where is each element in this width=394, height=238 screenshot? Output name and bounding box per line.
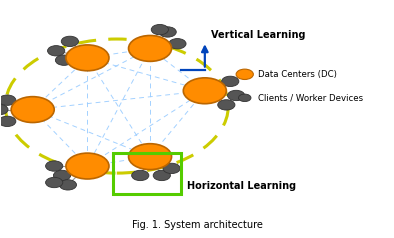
Circle shape (0, 95, 16, 105)
Circle shape (0, 116, 16, 127)
Circle shape (238, 94, 251, 102)
Circle shape (227, 90, 245, 101)
Circle shape (59, 180, 76, 190)
Circle shape (48, 46, 65, 56)
Bar (113, 153, 181, 194)
Circle shape (132, 170, 149, 181)
Text: Clients / Worker Devices: Clients / Worker Devices (258, 93, 363, 102)
Circle shape (151, 25, 169, 35)
Circle shape (183, 78, 226, 104)
Circle shape (159, 27, 176, 37)
Circle shape (61, 36, 78, 47)
Circle shape (46, 161, 63, 171)
Circle shape (236, 69, 253, 79)
Text: Horizontal Learning: Horizontal Learning (187, 181, 296, 191)
Circle shape (218, 100, 235, 110)
Circle shape (56, 55, 72, 65)
Circle shape (169, 39, 186, 49)
Circle shape (54, 170, 71, 181)
Circle shape (128, 35, 171, 61)
Circle shape (66, 153, 109, 179)
Text: Data Centers (DC): Data Centers (DC) (258, 70, 336, 79)
Text: Fig. 1. System architecture: Fig. 1. System architecture (132, 220, 262, 230)
Text: Vertical Learning: Vertical Learning (211, 30, 305, 40)
Circle shape (163, 163, 180, 174)
Circle shape (46, 177, 63, 188)
Circle shape (222, 76, 239, 87)
Circle shape (153, 170, 170, 181)
Circle shape (11, 97, 54, 123)
Circle shape (128, 144, 171, 169)
Circle shape (66, 45, 109, 71)
Circle shape (0, 104, 8, 115)
